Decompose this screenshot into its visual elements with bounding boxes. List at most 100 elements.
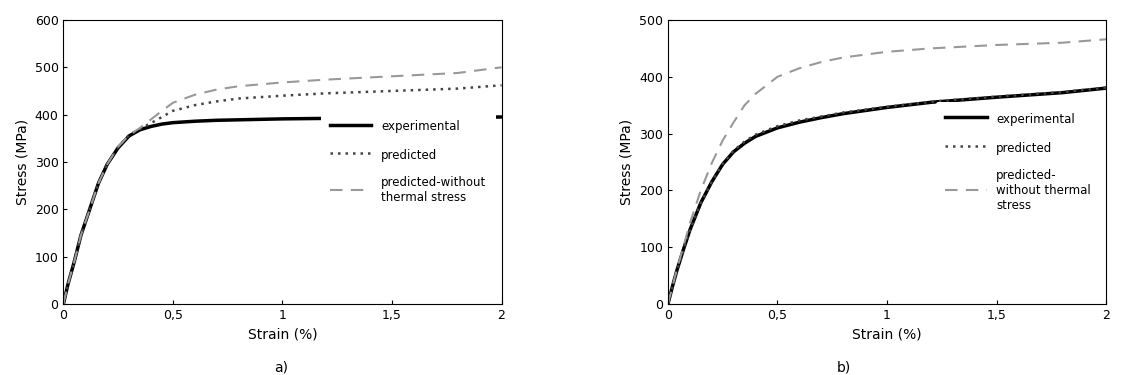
experimental	[123, 134, 136, 138]
predicted	[793, 118, 807, 123]
predicted	[155, 115, 169, 119]
predicted-without
thermal stress	[100, 162, 114, 166]
predicted-without
thermal stress	[188, 93, 201, 97]
predicted-
without thermal
stress	[666, 285, 680, 289]
experimental	[1055, 90, 1069, 95]
predicted-without
thermal stress	[111, 144, 125, 149]
Legend: experimental, predicted, predicted-without
thermal stress: experimental, predicted, predicted-witho…	[321, 110, 496, 214]
predicted-without
thermal stress	[451, 71, 465, 75]
predicted-
without thermal
stress	[683, 221, 696, 225]
predicted-
without thermal
stress	[771, 75, 784, 79]
experimental	[676, 248, 690, 252]
Line: predicted-
without thermal
stress: predicted- without thermal stress	[668, 39, 1106, 304]
Text: a): a)	[274, 360, 288, 374]
experimental	[56, 302, 70, 306]
predicted	[166, 109, 180, 113]
predicted	[111, 144, 125, 149]
predicted	[771, 124, 784, 128]
experimental	[232, 118, 245, 122]
predicted-without
thermal stress	[92, 181, 106, 186]
predicted-
without thermal
stress	[880, 50, 893, 54]
experimental	[155, 122, 169, 126]
predicted-
without thermal
stress	[990, 43, 1004, 47]
experimental	[144, 124, 158, 129]
predicted	[92, 181, 106, 186]
predicted-without
thermal stress	[210, 87, 224, 92]
predicted	[74, 233, 88, 237]
experimental	[385, 116, 398, 120]
predicted-without
thermal stress	[166, 100, 180, 105]
experimental	[924, 100, 937, 105]
predicted	[210, 99, 224, 104]
Line: predicted-without
thermal stress: predicted-without thermal stress	[63, 67, 502, 304]
Line: predicted: predicted	[668, 87, 1106, 304]
experimental	[210, 118, 224, 123]
Line: predicted: predicted	[63, 85, 502, 304]
predicted-
without thermal
stress	[1055, 40, 1069, 45]
predicted	[880, 105, 893, 109]
predicted-
without thermal
stress	[670, 267, 684, 272]
predicted-
without thermal
stress	[793, 66, 807, 70]
experimental	[990, 95, 1004, 99]
experimental	[451, 115, 465, 120]
predicted	[666, 285, 680, 289]
predicted-
without thermal
stress	[727, 120, 740, 124]
predicted-
without thermal
stress	[749, 92, 763, 96]
predicted	[61, 283, 74, 287]
experimental	[837, 111, 850, 116]
experimental	[683, 228, 696, 232]
predicted	[676, 248, 690, 252]
predicted	[1099, 85, 1113, 90]
experimental	[166, 120, 180, 125]
predicted-without
thermal stress	[68, 259, 81, 264]
experimental	[738, 141, 752, 146]
predicted-without
thermal stress	[74, 233, 88, 237]
experimental	[880, 105, 893, 110]
predicted	[683, 228, 696, 232]
experimental	[1099, 86, 1113, 90]
experimental	[694, 201, 708, 205]
predicted	[694, 201, 708, 205]
Y-axis label: Stress (MPa): Stress (MPa)	[620, 119, 633, 205]
predicted	[100, 162, 114, 166]
X-axis label: Strain (%): Strain (%)	[853, 327, 921, 341]
predicted-without
thermal stress	[276, 80, 289, 85]
experimental	[74, 233, 88, 237]
Text: b): b)	[837, 360, 850, 374]
experimental	[276, 117, 289, 121]
predicted	[319, 91, 333, 96]
experimental	[68, 259, 81, 264]
experimental	[705, 180, 719, 184]
experimental	[716, 162, 729, 166]
experimental	[749, 134, 763, 139]
predicted-without
thermal stress	[319, 77, 333, 82]
predicted	[188, 103, 201, 107]
X-axis label: Strain (%): Strain (%)	[248, 327, 317, 341]
experimental	[188, 119, 201, 123]
predicted-
without thermal
stress	[837, 55, 850, 60]
predicted	[727, 148, 740, 153]
Line: experimental: experimental	[668, 88, 1106, 304]
predicted	[814, 114, 828, 119]
predicted	[990, 94, 1004, 99]
experimental	[83, 207, 97, 212]
predicted-without
thermal stress	[56, 302, 70, 306]
experimental	[771, 126, 784, 130]
predicted	[134, 126, 147, 131]
predicted-without
thermal stress	[144, 117, 158, 122]
predicted	[705, 180, 719, 184]
experimental	[100, 162, 114, 166]
predicted	[68, 259, 81, 264]
predicted	[123, 133, 136, 137]
experimental	[727, 150, 740, 154]
predicted-
without thermal
stress	[705, 161, 719, 165]
predicted-
without thermal
stress	[662, 302, 675, 306]
predicted	[276, 93, 289, 98]
predicted	[83, 207, 97, 212]
predicted	[749, 132, 763, 137]
predicted-
without thermal
stress	[924, 46, 937, 51]
predicted	[495, 83, 508, 87]
predicted	[662, 302, 675, 306]
experimental	[814, 116, 828, 120]
predicted	[716, 161, 729, 166]
